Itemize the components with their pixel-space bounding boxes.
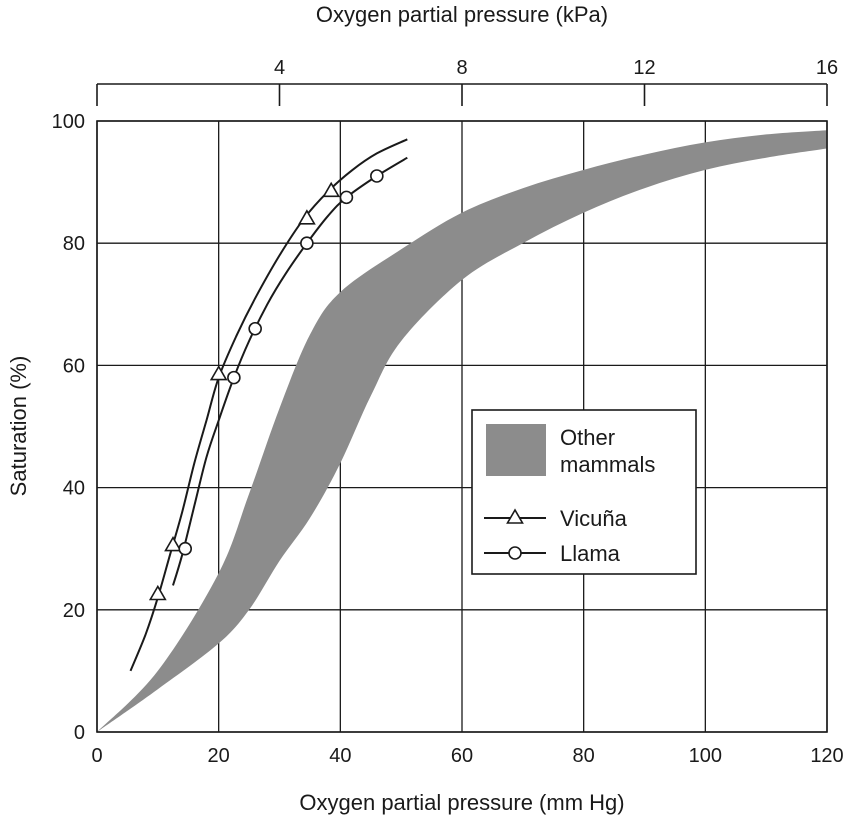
- series-layer: [129, 138, 408, 672]
- top-tick-label: 12: [633, 57, 655, 79]
- other-mammals-band-layer: [97, 130, 827, 732]
- vicua-point: [298, 209, 316, 225]
- x-tick-label: 20: [208, 745, 230, 767]
- legend-vicuna-label: Vicuña: [560, 506, 628, 531]
- legend: Other mammals Vicuña Llama: [471, 409, 697, 575]
- top-tick-label: 16: [816, 57, 838, 79]
- y-tick-label: 100: [52, 111, 85, 133]
- x-tick-label: 100: [689, 745, 722, 767]
- legend-vicuna-marker: [506, 508, 524, 524]
- llama-point: [339, 190, 354, 205]
- vicua-point: [322, 181, 341, 198]
- other-mammals-band: [97, 130, 827, 732]
- llama-point: [178, 541, 193, 556]
- vicua-point: [209, 364, 228, 381]
- llama-point: [300, 236, 314, 250]
- vicua-curve: [129, 138, 408, 672]
- vicua-point: [164, 535, 182, 552]
- y-tick-label: 0: [74, 722, 85, 744]
- legend-band-label-line2: mammals: [560, 452, 655, 477]
- legend-llama-label: Llama: [560, 541, 621, 566]
- y-tick-label: 20: [63, 600, 85, 622]
- y-tick-label: 60: [63, 355, 85, 377]
- legend-band-swatch: [486, 424, 546, 476]
- legend-band-label-line1: Other: [560, 425, 615, 450]
- vicua-point: [148, 584, 167, 601]
- llama-point: [248, 321, 262, 336]
- y-tick-label: 40: [63, 478, 85, 500]
- plot-frame: [96, 120, 828, 733]
- top-tick-label: 8: [456, 57, 467, 79]
- x-tick-label: 80: [573, 745, 595, 767]
- top-axis-title: Oxygen partial pressure (kPa): [316, 2, 608, 27]
- x-tick-label: 40: [329, 745, 351, 767]
- y-axis-title: Saturation (%): [6, 356, 31, 497]
- y-tick-label: 80: [63, 233, 85, 255]
- tick-labels: 0 20 40 60 80 100 120 0 20 40 60 80 100 4 8 12 16: [52, 57, 844, 767]
- x-tick-label: 0: [91, 745, 102, 767]
- legend-llama-marker: [508, 546, 522, 560]
- llama-point: [227, 370, 241, 385]
- x-tick-label: 120: [810, 745, 843, 767]
- x-axis-title: Oxygen partial pressure (mm Hg): [299, 790, 624, 815]
- llama-point: [370, 169, 384, 183]
- x-tick-label: 60: [451, 745, 473, 767]
- top-tick-label: 4: [274, 57, 285, 79]
